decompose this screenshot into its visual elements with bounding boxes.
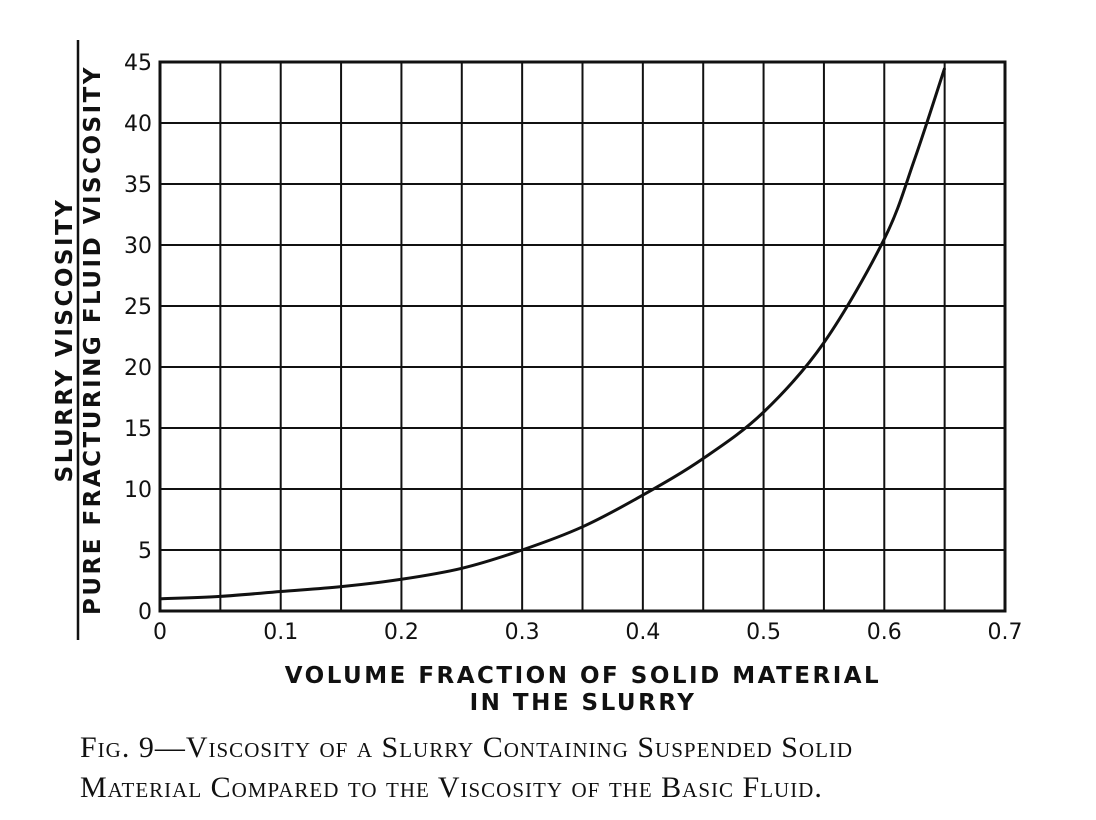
- y-tick-label: 15: [124, 417, 152, 442]
- plot-frame: [158, 60, 1007, 613]
- x-tick-labels: 0 0.1 0.2 0.3 0.4 0.5 0.6 0.7: [153, 620, 1023, 645]
- series-line: [159, 67, 947, 601]
- y-tick-label: 25: [124, 295, 152, 320]
- x-tick-label: 0: [153, 620, 167, 645]
- y-tick-label: 5: [138, 539, 152, 564]
- y-tick-label: 40: [124, 112, 152, 137]
- caption-line-2: Material Compared to the Viscosity of th…: [80, 771, 823, 804]
- y-tick-label: 35: [124, 173, 152, 198]
- y-axis-label-numerator: SLURRY VISCOSITY: [52, 198, 78, 483]
- x-tick-label: 0.3: [505, 620, 540, 645]
- y-tick-label: 10: [124, 478, 152, 503]
- x-tick-label: 0.7: [988, 620, 1023, 645]
- chart: 0 0.1 0.2 0.3 0.4 0.5 0.6 0.7 0 5 10 15 20 25 30 35 40 4…: [52, 40, 1023, 716]
- x-tick-label: 0.2: [384, 620, 419, 645]
- y-tick-label: 30: [124, 234, 152, 259]
- y-tick-label: 45: [124, 51, 152, 76]
- caption-line-1: Fig. 9—Viscosity of a Slurry Containing …: [80, 731, 854, 764]
- figure-caption: Fig. 9—Viscosity of a Slurry Containing …: [80, 728, 1080, 808]
- y-tick-label: 20: [124, 356, 152, 381]
- grid: [160, 62, 1005, 611]
- x-tick-label: 0.5: [746, 620, 781, 645]
- y-tick-label: 0: [138, 600, 152, 625]
- y-axis-label-denominator: PURE FRACTURING FLUID VISCOSITY: [80, 65, 106, 615]
- x-axis-label-line-2: IN THE SLURRY: [470, 690, 697, 716]
- x-axis-label-line-1: VOLUME FRACTION OF SOLID MATERIAL: [285, 663, 881, 689]
- y-tick-labels: 0 5 10 15 20 25 30 35 40 45: [124, 51, 152, 625]
- x-tick-label: 0.6: [867, 620, 902, 645]
- x-tick-label: 0.4: [625, 620, 660, 645]
- x-tick-label: 0.1: [263, 620, 298, 645]
